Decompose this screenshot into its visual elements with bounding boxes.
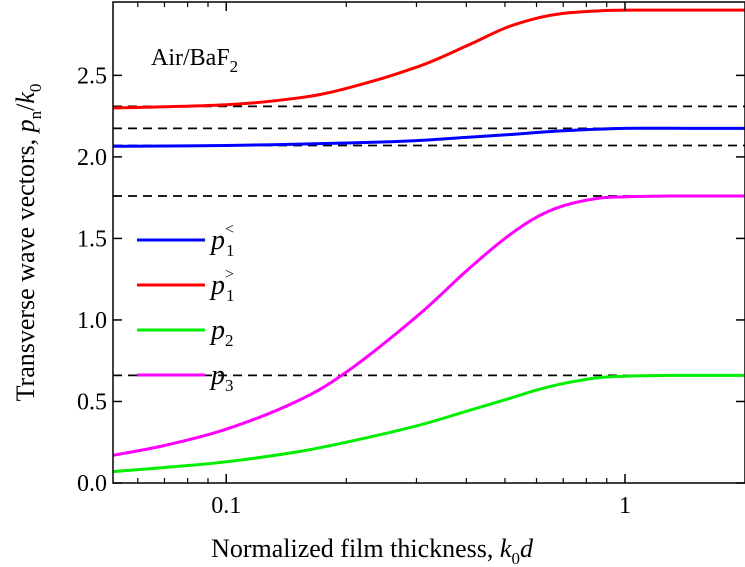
- series-line-p3: [112, 194, 745, 457]
- annotation-subscript: 2: [230, 57, 239, 76]
- y-tick-label: 1.0: [77, 308, 107, 334]
- y-axis-title: Transverse wave vectors, pn/k0: [11, 84, 45, 402]
- tick-labels: 0.0 0.5 1.0 1.5 2.0 2.5 0.1 1: [77, 63, 631, 519]
- x-axis-title-var: k: [500, 534, 512, 563]
- legend-label-p1>: p> 1: [209, 266, 235, 305]
- legend: p< 1 p> 1 p2 p3: [137, 221, 235, 395]
- x-axis-title-var2: d: [520, 534, 534, 563]
- legend-label-p2: p2: [209, 315, 234, 350]
- y-axis-title-var2: k: [11, 92, 40, 104]
- annotation-text: Air/BaF: [151, 45, 230, 71]
- y-tick-label: 0.0: [77, 471, 107, 497]
- y-axis-title-sub2: 0: [26, 84, 45, 93]
- x-axis-title-sub: 0: [511, 549, 520, 567]
- y-tick-label: 0.5: [77, 389, 107, 415]
- legend-label-p3: p3: [209, 360, 234, 395]
- y-tick-label: 2.5: [77, 63, 107, 89]
- y-tick-label: 2.0: [77, 145, 107, 171]
- annotation-label: Air/BaF2: [151, 45, 238, 76]
- legend-label-p1<: p< 1: [209, 221, 235, 260]
- x-tick-label: 0.1: [211, 493, 241, 519]
- x-axis-title-text: Normalized film thickness,: [211, 534, 500, 563]
- series-lines: [112, 8, 745, 474]
- x-tick-label: 1: [619, 493, 631, 519]
- y-axis-title-slash: /: [11, 103, 40, 111]
- y-axis-title-text: Transverse wave vectors,: [11, 132, 40, 401]
- series-line-p2: [112, 373, 745, 474]
- series-line-p1<: [112, 126, 745, 148]
- y-tick-label: 1.5: [77, 226, 107, 252]
- axis-ticks: [113, 2, 745, 484]
- plot-frame: [112, 1, 745, 484]
- y-axis-title-var: p: [11, 119, 40, 134]
- y-axis-title-sub: n: [26, 110, 45, 119]
- x-axis-title: Normalized film thickness, k0d: [211, 534, 534, 567]
